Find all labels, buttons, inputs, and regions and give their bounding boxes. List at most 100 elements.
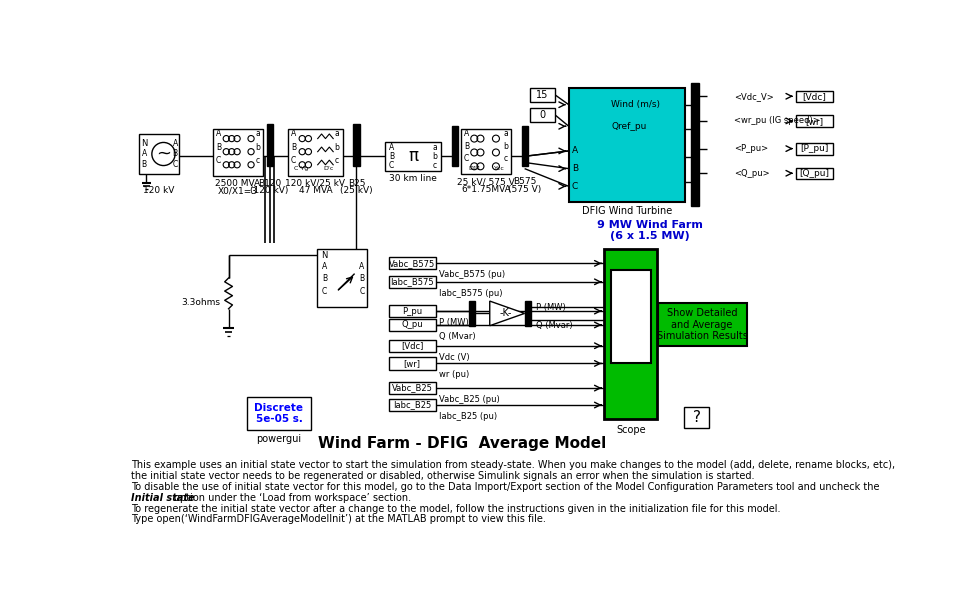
Text: B: B xyxy=(216,142,221,152)
Text: 15: 15 xyxy=(536,90,549,100)
Text: b: b xyxy=(432,152,437,161)
Text: (575 V): (575 V) xyxy=(508,185,541,194)
Text: and Average: and Average xyxy=(671,320,733,330)
Bar xyxy=(796,168,833,179)
Text: 3.3ohms: 3.3ohms xyxy=(181,298,220,307)
Bar xyxy=(389,382,436,394)
Text: Ycc: Ycc xyxy=(494,166,505,171)
Text: N: N xyxy=(141,139,147,148)
Text: [Vdc]: [Vdc] xyxy=(401,341,423,351)
Text: a: a xyxy=(256,129,261,139)
Text: C Yg: C Yg xyxy=(294,166,307,171)
Text: C: C xyxy=(216,156,221,164)
Text: P (MW): P (MW) xyxy=(536,302,566,312)
Text: Q (Mvar): Q (Mvar) xyxy=(536,321,573,330)
Text: 30 km line: 30 km line xyxy=(389,174,437,183)
Text: B: B xyxy=(389,152,394,161)
Text: Vabc_B25 (pu): Vabc_B25 (pu) xyxy=(440,395,500,404)
Text: <Vdc_V>: <Vdc_V> xyxy=(734,92,774,101)
Text: Discrete: Discrete xyxy=(255,403,304,413)
Text: the initial state vector needs to be regenerated or disabled, otherwise Simulink: the initial state vector needs to be reg… xyxy=(131,471,754,481)
Text: DFIG Wind Turbine: DFIG Wind Turbine xyxy=(582,206,672,216)
Text: 5e-05 s.: 5e-05 s. xyxy=(256,414,303,424)
Text: (25 kV): (25 kV) xyxy=(341,187,373,195)
Text: B: B xyxy=(141,160,147,169)
Text: <Q_pu>: <Q_pu> xyxy=(734,169,770,178)
Bar xyxy=(684,407,709,428)
Text: Vdc (V): Vdc (V) xyxy=(440,352,470,362)
Text: A: A xyxy=(464,129,469,139)
Text: A: A xyxy=(388,142,394,152)
Text: [wr]: [wr] xyxy=(806,117,823,126)
Bar xyxy=(389,339,436,352)
Polygon shape xyxy=(489,301,524,326)
Text: a: a xyxy=(335,129,340,139)
Text: A: A xyxy=(572,147,578,155)
Text: m: m xyxy=(690,147,699,155)
Text: B: B xyxy=(464,142,469,151)
Bar xyxy=(530,108,555,121)
Text: A: A xyxy=(291,129,297,139)
Text: P (MW): P (MW) xyxy=(440,318,469,327)
Text: D11: D11 xyxy=(469,166,482,171)
Text: option under the ‘Load from workspace’ section.: option under the ‘Load from workspace’ s… xyxy=(171,493,412,503)
Text: c: c xyxy=(256,156,260,164)
Text: 2500 MVA: 2500 MVA xyxy=(215,179,261,188)
Text: (6 x 1.5 MW): (6 x 1.5 MW) xyxy=(610,230,690,241)
Text: B: B xyxy=(359,274,365,283)
Bar xyxy=(389,305,436,317)
Text: Iabc_B25: Iabc_B25 xyxy=(393,400,431,410)
Circle shape xyxy=(152,142,175,166)
Bar xyxy=(658,303,747,346)
Text: Vabc_B575: Vabc_B575 xyxy=(389,259,435,268)
Text: A: A xyxy=(359,262,365,271)
Text: A: A xyxy=(216,129,221,139)
Bar xyxy=(139,134,179,174)
Text: Iabc_B575: Iabc_B575 xyxy=(390,277,434,286)
Bar xyxy=(389,318,436,331)
Text: Simulation Results: Simulation Results xyxy=(657,331,747,341)
Text: B120: B120 xyxy=(258,179,281,188)
Text: B: B xyxy=(172,150,178,158)
Text: Wind (m/s): Wind (m/s) xyxy=(611,100,661,109)
Bar xyxy=(451,126,458,166)
Bar xyxy=(288,129,342,176)
Text: [P_pu]: [P_pu] xyxy=(800,145,829,153)
Text: powergui: powergui xyxy=(257,434,302,444)
Text: ~: ~ xyxy=(156,145,171,163)
Text: 0: 0 xyxy=(539,110,546,120)
Text: A: A xyxy=(322,262,327,271)
Text: 9 MW Wind Farm: 9 MW Wind Farm xyxy=(597,220,703,230)
Text: X0/X1=3: X0/X1=3 xyxy=(218,187,258,195)
Text: B: B xyxy=(572,164,578,173)
Bar xyxy=(611,270,651,363)
Text: c: c xyxy=(433,161,437,170)
Text: This example uses an initial state vector to start the simulation from steady-st: This example uses an initial state vecto… xyxy=(131,461,895,471)
Text: [Vdc]: [Vdc] xyxy=(803,92,826,101)
Text: Vabc_B575 (pu): Vabc_B575 (pu) xyxy=(440,270,506,279)
Text: Iabc_B25 (pu): Iabc_B25 (pu) xyxy=(440,412,497,421)
Text: C: C xyxy=(572,182,578,191)
Bar xyxy=(213,129,264,176)
Text: b: b xyxy=(335,142,340,152)
Bar xyxy=(267,124,272,166)
Text: Wind Farm - DFIG  Average Model: Wind Farm - DFIG Average Model xyxy=(318,436,607,451)
Text: 6*1.75MVA: 6*1.75MVA xyxy=(461,185,511,194)
Bar xyxy=(796,143,833,155)
Text: 25 kV/ 575 V: 25 kV/ 575 V xyxy=(457,177,515,186)
Text: c: c xyxy=(504,154,508,163)
Text: N: N xyxy=(321,251,328,260)
Bar xyxy=(317,249,367,307)
Bar xyxy=(469,301,475,326)
Text: C: C xyxy=(322,286,327,296)
Bar xyxy=(796,115,833,127)
Text: C: C xyxy=(172,160,178,169)
Text: Iabc_B575 (pu): Iabc_B575 (pu) xyxy=(440,289,503,298)
Bar xyxy=(389,257,436,269)
Bar xyxy=(389,357,436,370)
Text: 120 kV/25 kV: 120 kV/25 kV xyxy=(285,179,345,188)
Text: b: b xyxy=(256,142,261,152)
Bar xyxy=(389,275,436,288)
Text: Q (Mvar): Q (Mvar) xyxy=(440,332,476,341)
Text: B575: B575 xyxy=(513,177,536,186)
